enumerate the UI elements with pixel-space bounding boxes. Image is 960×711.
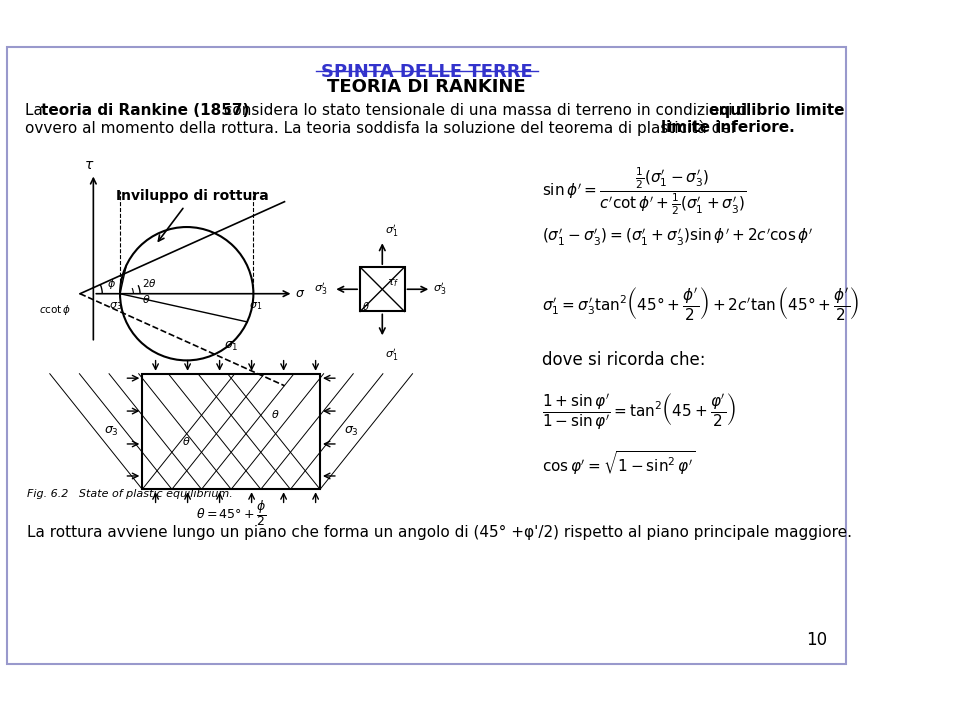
Text: $\sigma_3$: $\sigma_3$ (104, 425, 118, 438)
Text: $\sigma_1' = \sigma_3'\tan^2\!\left(45° + \dfrac{\phi'}{2}\right) + 2c'\tan\left: $\sigma_1' = \sigma_3'\tan^2\!\left(45° … (542, 285, 860, 322)
Text: dove si ricorda che:: dove si ricorda che: (542, 351, 706, 370)
Text: TEORIA DI RANKINE: TEORIA DI RANKINE (327, 77, 526, 96)
Text: $\sigma_3$: $\sigma_3$ (344, 425, 359, 438)
Text: SPINTA DELLE TERRE: SPINTA DELLE TERRE (321, 63, 533, 80)
Text: $\theta = 45° + \dfrac{\phi}{2}$: $\theta = 45° + \dfrac{\phi}{2}$ (196, 498, 267, 528)
Text: $\tau$: $\tau$ (84, 158, 94, 172)
Text: $\phi$: $\phi$ (107, 277, 115, 291)
Text: $\sigma_3'$: $\sigma_3'$ (314, 282, 327, 297)
Bar (142, 374, 320, 489)
Text: equilibrio limite: equilibrio limite (708, 102, 844, 117)
Text: $\sigma_1'$: $\sigma_1'$ (385, 223, 398, 239)
FancyBboxPatch shape (7, 46, 847, 665)
Text: $\theta$: $\theta$ (182, 435, 191, 447)
Text: Inviluppo di rottura: Inviluppo di rottura (115, 189, 269, 241)
Text: $(\sigma_1' - \sigma_3') = (\sigma_1' + \sigma_3')\sin\phi' + 2c'\cos\phi'$: $(\sigma_1' - \sigma_3') = (\sigma_1' + … (542, 227, 814, 248)
Text: $\tau_f$: $\tau_f$ (387, 277, 399, 289)
Text: $\theta$: $\theta$ (142, 294, 151, 306)
Text: $\sigma$: $\sigma$ (295, 287, 305, 300)
Text: $\theta$: $\theta$ (362, 300, 370, 311)
Text: $\theta$: $\theta$ (271, 408, 279, 420)
Text: $\cos\varphi' = \sqrt{1-\sin^2\varphi'}$: $\cos\varphi' = \sqrt{1-\sin^2\varphi'}$ (542, 449, 696, 477)
Bar (360, 267, 404, 311)
Text: $c \cot\phi$: $c \cot\phi$ (39, 303, 71, 316)
Text: $2\theta$: $2\theta$ (142, 277, 157, 289)
Text: La rottura avviene lungo un piano che forma un angolo di (45° +φ'/2) rispetto al: La rottura avviene lungo un piano che fo… (27, 525, 852, 540)
Text: 10: 10 (805, 631, 827, 649)
Text: considera lo stato tensionale di una massa di terreno in condizioni di: considera lo stato tensionale di una mas… (219, 102, 756, 117)
Text: $\dfrac{1+\sin\varphi'}{1-\sin\varphi'} = \tan^2\!\left(45+\dfrac{\varphi'}{2}\r: $\dfrac{1+\sin\varphi'}{1-\sin\varphi'} … (542, 392, 736, 432)
Text: Fig. 6.2   State of plastic equilibrium.: Fig. 6.2 State of plastic equilibrium. (27, 489, 232, 499)
Text: $\sin\phi' = \dfrac{\frac{1}{2}(\sigma_1' - \sigma_3')}{c'\cot\phi' + \frac{1}{2: $\sin\phi' = \dfrac{\frac{1}{2}(\sigma_1… (542, 165, 747, 217)
Text: $\sigma_3$: $\sigma_3$ (108, 300, 122, 311)
Text: limite inferiore.: limite inferiore. (661, 120, 795, 135)
Text: $\sigma_1'$: $\sigma_1'$ (385, 347, 398, 363)
Text: $\sigma_1$: $\sigma_1$ (224, 340, 238, 353)
Text: $\sigma_3'$: $\sigma_3'$ (433, 282, 446, 297)
Text: La: La (25, 102, 48, 117)
Text: teoria di Rankine (1857): teoria di Rankine (1857) (41, 102, 250, 117)
Text: ovvero al momento della rottura. La teoria soddisfa la soluzione del teorema di : ovvero al momento della rottura. La teor… (25, 120, 740, 137)
Text: $\sigma_1$: $\sigma_1$ (250, 300, 263, 311)
